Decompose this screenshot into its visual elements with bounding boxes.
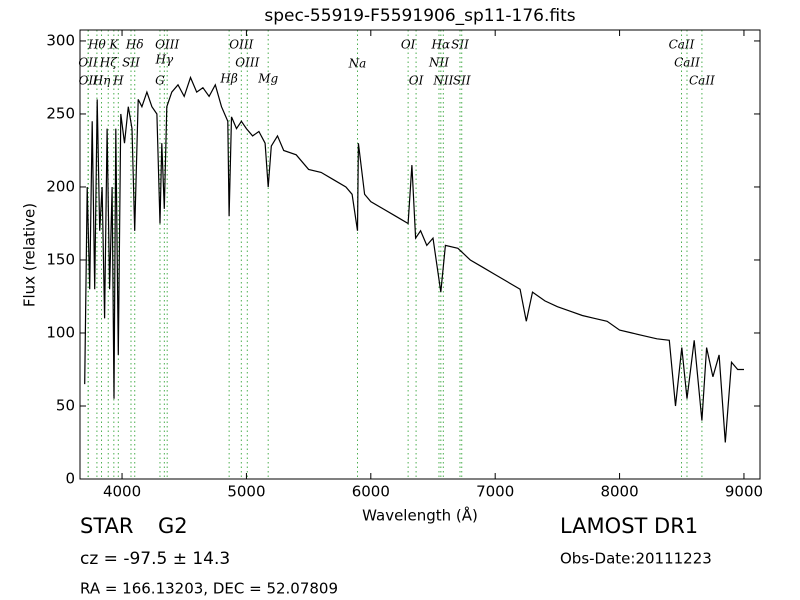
- y-tick-label: 250: [46, 104, 75, 122]
- survey-label: LAMOST DR1: [560, 514, 698, 538]
- cz-label: cz = -97.5 ± 14.3: [80, 549, 230, 569]
- class-label: STAR: [80, 514, 133, 538]
- x-tick-label: 5000: [227, 483, 265, 501]
- x-tick-label: 7000: [476, 483, 514, 501]
- line-label: Hα: [431, 38, 451, 52]
- line-label: OII: [79, 74, 99, 88]
- line-label: Hγ: [155, 53, 174, 67]
- line-label: NII: [428, 56, 449, 70]
- x-tick-label: 9000: [725, 483, 763, 501]
- line-label: CaII: [689, 74, 715, 88]
- line-label: Hδ: [125, 38, 144, 52]
- line-label: K: [108, 38, 119, 52]
- line-label: H: [112, 74, 124, 88]
- line-label: SII: [453, 74, 471, 88]
- y-tick-label: 100: [46, 323, 75, 341]
- line-label: Hβ: [219, 72, 237, 86]
- line-label: OI: [401, 38, 416, 52]
- line-label: CaII: [674, 56, 700, 70]
- line-label: NII: [432, 74, 453, 88]
- coords-label: RA = 166.13203, DEC = 52.07809: [80, 580, 338, 598]
- y-tick-label: 150: [46, 250, 75, 268]
- y-tick-label: 200: [46, 177, 75, 195]
- obs-date-label: Obs-Date:20111223: [560, 550, 712, 568]
- line-label: CaII: [669, 38, 695, 52]
- line-label: G: [155, 74, 165, 88]
- plot-frame: [79, 29, 761, 480]
- line-label: OIII: [235, 56, 259, 70]
- line-label: OIII: [155, 38, 179, 52]
- line-label: Hθ: [87, 38, 106, 52]
- line-label: SII: [451, 38, 469, 52]
- x-tick-label: 6000: [352, 483, 390, 501]
- x-axis-label: Wavelength (Å): [362, 506, 478, 525]
- x-tick-label: 8000: [600, 483, 638, 501]
- line-label: OIII: [229, 38, 253, 52]
- line-label: SII: [122, 56, 140, 70]
- line-label: Mg: [257, 72, 278, 86]
- x-tick-label: 4000: [103, 483, 141, 501]
- y-tick-label: 300: [46, 31, 75, 49]
- subclass-label: G2: [158, 514, 188, 538]
- line-label: Hζ: [99, 56, 118, 70]
- y-tick-label: 50: [56, 396, 75, 414]
- line-label: OI: [409, 74, 424, 88]
- chart-title: spec-55919-F5591906_sp11-176.fits: [264, 6, 575, 26]
- line-label: Na: [348, 57, 367, 71]
- y-axis-label: Flux (relative): [21, 203, 39, 307]
- spectrum-line: [84, 75, 744, 443]
- y-tick-label: 0: [65, 470, 75, 488]
- line-label: Hη: [92, 74, 111, 88]
